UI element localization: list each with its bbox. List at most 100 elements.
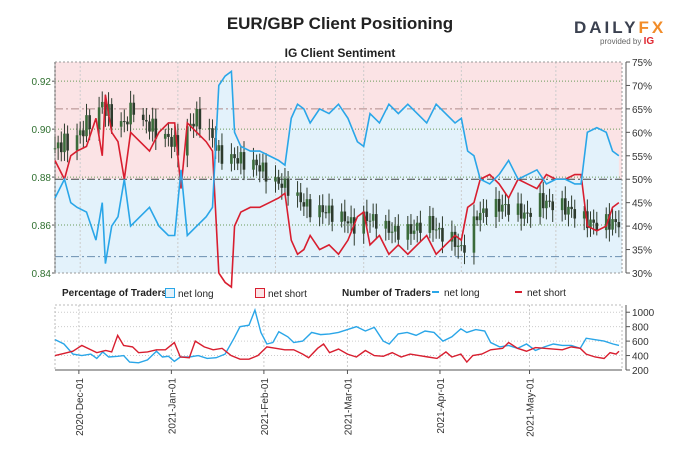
candle-body xyxy=(371,214,375,221)
candle-body xyxy=(529,212,532,217)
x-tick-label: 2021-Apr-01 xyxy=(436,378,447,434)
candle-body xyxy=(126,121,129,125)
candle-body xyxy=(567,206,570,215)
candle-body xyxy=(412,230,416,234)
candle-body xyxy=(393,225,397,232)
candle-body xyxy=(296,192,299,196)
right-tick-label: 55% xyxy=(632,152,652,163)
candle-body xyxy=(242,152,246,170)
candle-body xyxy=(538,193,542,217)
candle-body xyxy=(255,159,258,166)
chart-title: EUR/GBP Client Positioning xyxy=(226,14,454,33)
candle-body xyxy=(614,219,617,223)
candle-body xyxy=(406,224,410,240)
legend-pct-short: net short xyxy=(255,288,307,300)
x-tick-label: 2021-Feb-01 xyxy=(260,378,271,436)
candle-body xyxy=(428,215,432,233)
candle-body xyxy=(589,219,592,229)
candle-body xyxy=(438,227,441,230)
candle-body xyxy=(611,219,614,230)
candle-body xyxy=(384,220,388,229)
candle-body xyxy=(233,154,236,159)
lower-tick-label: 200 xyxy=(632,366,649,377)
left-tick-label: 0.88 xyxy=(32,173,52,184)
candle-body xyxy=(154,118,158,139)
lower-plot-border xyxy=(54,304,623,371)
candle-body xyxy=(340,211,343,222)
candle-body xyxy=(264,162,268,182)
candle-body xyxy=(170,136,173,147)
candle-body xyxy=(261,162,265,172)
candle-body xyxy=(151,118,154,132)
candle-body xyxy=(208,128,211,130)
legend-pct-title: Percentage of Traders xyxy=(62,288,168,299)
candle-body xyxy=(375,214,378,229)
left-tick-label: 0.90 xyxy=(32,125,52,136)
candle-body xyxy=(173,135,176,147)
candle-body xyxy=(141,114,145,121)
candle-body xyxy=(504,204,507,206)
candle-body xyxy=(258,165,262,172)
candle-body xyxy=(129,102,132,125)
candle-body xyxy=(56,142,60,149)
legend-num-title: Number of Traders xyxy=(342,288,431,299)
candle-body xyxy=(252,159,255,170)
net-short-pct-line xyxy=(54,94,620,289)
plot-border xyxy=(54,61,623,274)
provided-by: provided by IG xyxy=(600,36,655,47)
candle-body xyxy=(482,208,485,213)
candle-body xyxy=(582,211,586,219)
candle-body xyxy=(85,115,88,137)
x-tick-label: 2021-May-01 xyxy=(525,378,536,437)
right-tick-label: 40% xyxy=(632,222,652,233)
candle-body xyxy=(516,203,520,215)
candle-body xyxy=(88,115,91,130)
candle-body xyxy=(415,222,419,231)
candle-body xyxy=(119,121,123,127)
candle-body xyxy=(123,121,126,123)
candle-body xyxy=(176,135,180,156)
candle-body xyxy=(526,212,529,214)
candle-body xyxy=(163,133,167,139)
candle-body xyxy=(478,212,482,221)
lower-tick-label: 400 xyxy=(632,352,649,363)
candle-body xyxy=(463,245,466,253)
candle-body xyxy=(82,130,85,137)
candle-body xyxy=(349,217,353,224)
candle-body xyxy=(365,211,369,221)
candle-body xyxy=(494,198,498,217)
x-tick-label: 2021-Jan-01 xyxy=(167,378,178,435)
candle-body xyxy=(434,229,438,231)
candle-body xyxy=(390,231,394,233)
candle-body xyxy=(324,212,328,214)
candle-body xyxy=(305,199,309,207)
candle-body xyxy=(302,202,306,207)
candle-body xyxy=(286,178,290,196)
x-tick-label: 2020-Dec-01 xyxy=(75,378,86,436)
right-tick-label: 65% xyxy=(632,105,652,116)
candle-body xyxy=(519,203,523,219)
candle-body xyxy=(475,216,479,221)
candle-body xyxy=(97,107,101,130)
candle-body xyxy=(239,152,243,164)
right-tick-label: 30% xyxy=(632,269,652,280)
candle-body xyxy=(460,245,463,247)
lower-tick-label: 800 xyxy=(632,323,649,334)
candle-body xyxy=(387,220,391,233)
net-short-count-line xyxy=(54,333,620,364)
candle-body xyxy=(280,183,284,188)
candle-body xyxy=(299,192,302,203)
candle-body xyxy=(441,227,444,242)
candle-body xyxy=(217,145,221,151)
candle-body xyxy=(195,108,199,127)
candle-body xyxy=(100,101,104,108)
right-tick-label: 35% xyxy=(632,246,652,257)
left-tick-label: 0.86 xyxy=(32,221,52,232)
candle-body xyxy=(321,205,325,213)
candle-body xyxy=(318,205,321,218)
dailyfx-logo: DAILYFX xyxy=(574,18,667,37)
candle-body xyxy=(397,225,400,240)
candle-body xyxy=(485,208,488,217)
